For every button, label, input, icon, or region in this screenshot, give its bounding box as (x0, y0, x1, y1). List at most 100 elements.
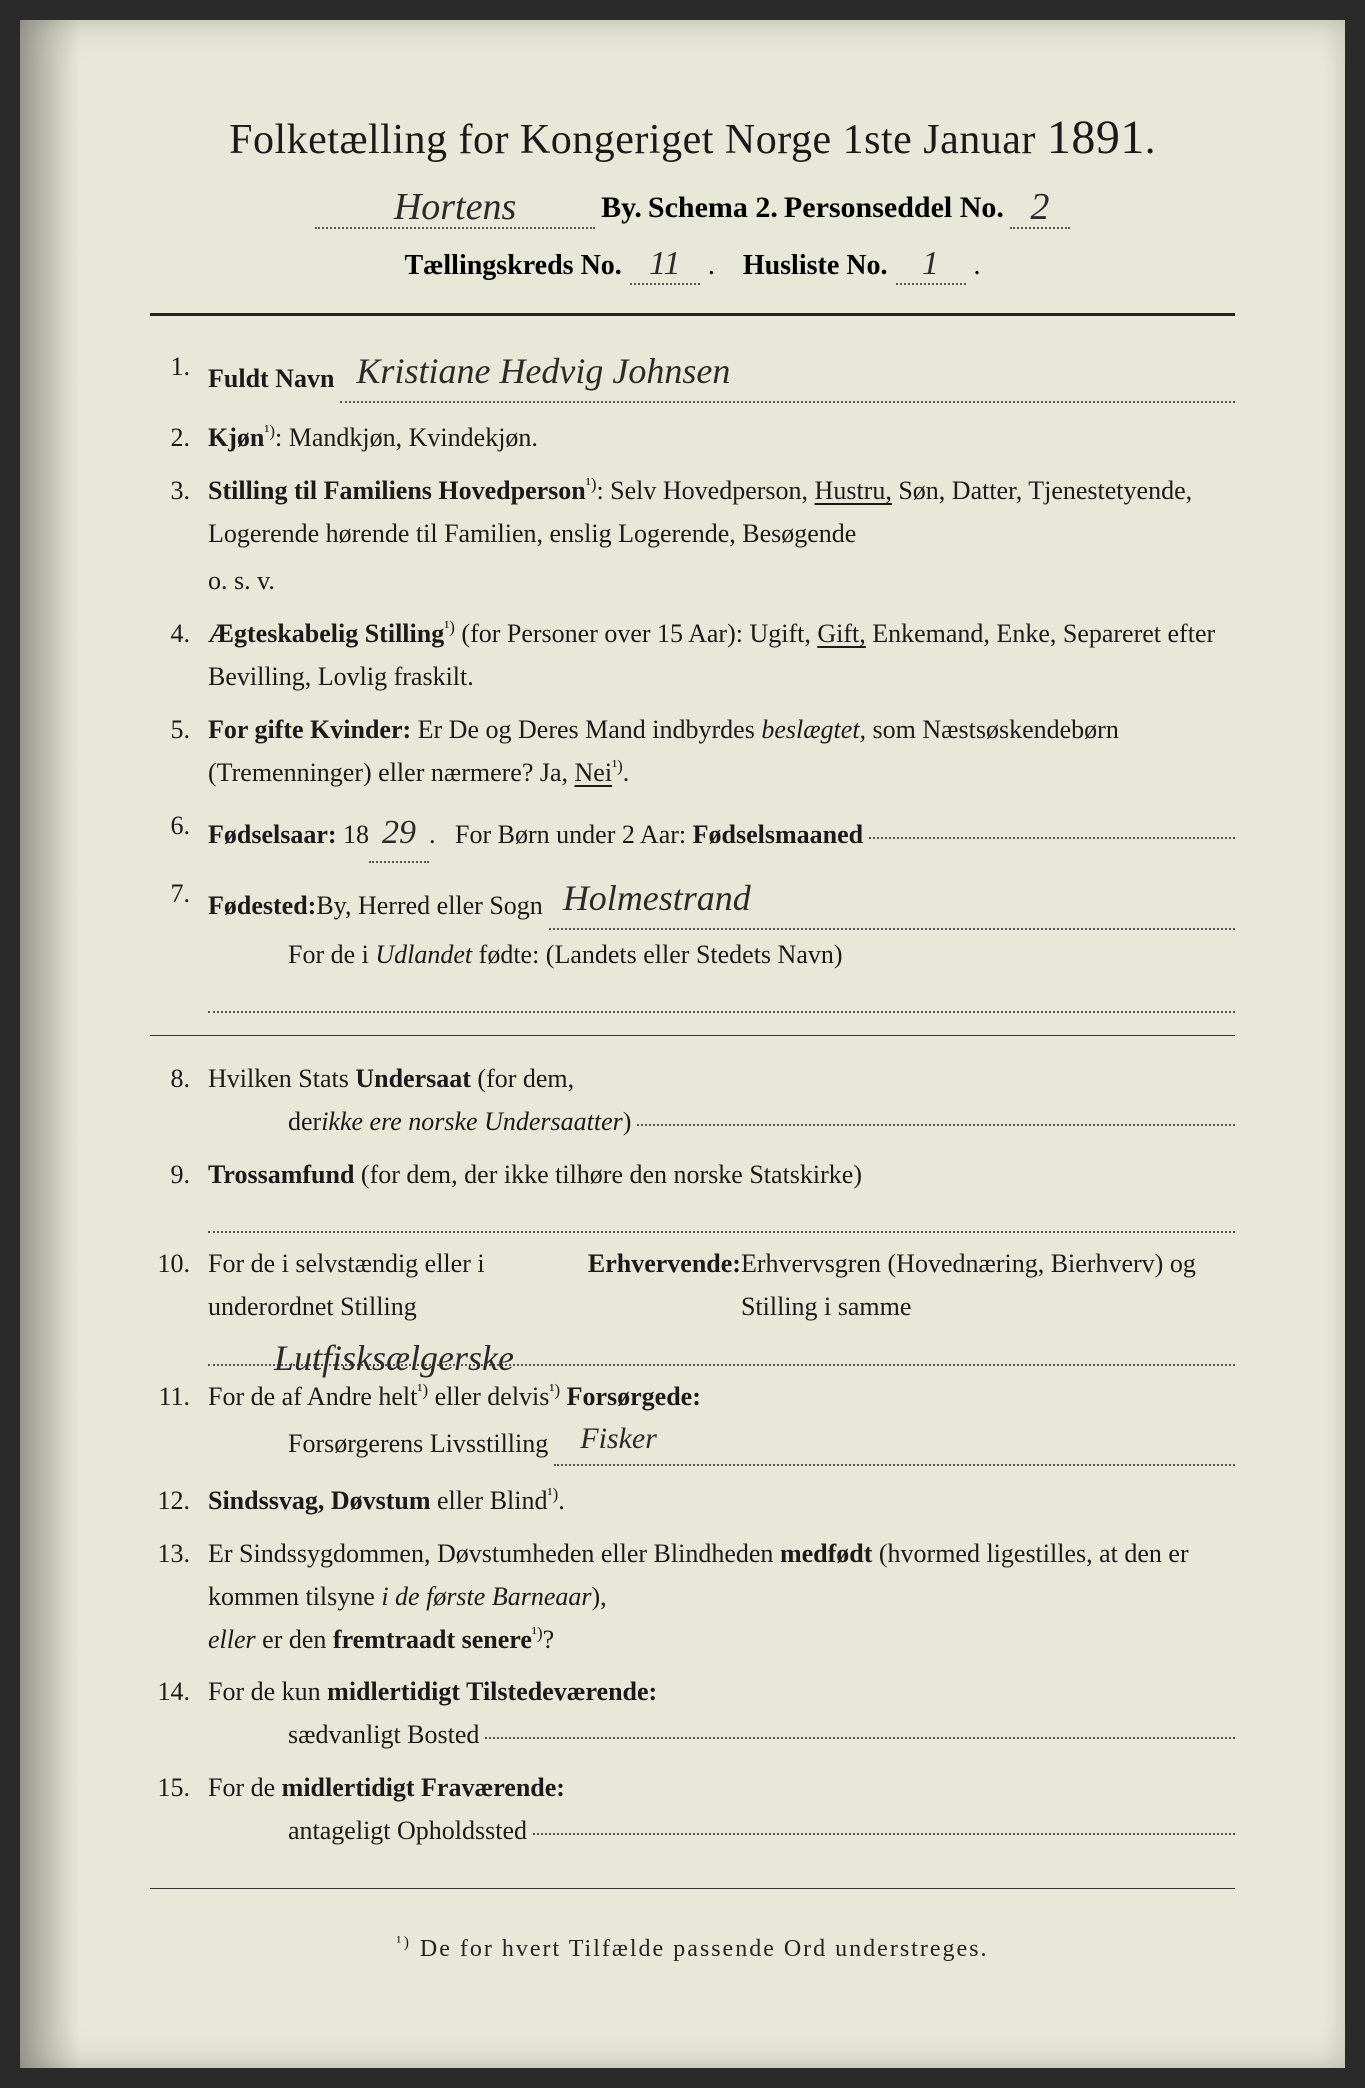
num-6: 6. (150, 805, 208, 863)
num-9: 9. (150, 1154, 208, 1233)
label-trossamfund: Trossamfund (208, 1160, 354, 1189)
text-15a: For de (208, 1773, 282, 1802)
text-11b: eller delvis (428, 1382, 549, 1411)
item-10: 10. For de i selvstændig eller i underor… (150, 1243, 1235, 1365)
item-14: 14. For de kun midlertidigt Tilstedevære… (150, 1671, 1235, 1757)
year-prefix: 18 (343, 814, 369, 857)
divider-mid-1 (150, 1035, 1235, 1036)
text-7a: By, Herred eller Sogn (316, 885, 542, 928)
birthplace-field: Holmestrand (549, 869, 1235, 930)
label-fremtraadt: fremtraadt senere (333, 1625, 532, 1654)
item-6: 6. Fødselsaar: 18 29 . For Børn under 2 … (150, 805, 1235, 863)
text-7c: fødte: (Landets eller Stedets Navn) (472, 940, 842, 969)
num-1: 1. (150, 346, 208, 407)
label-fodested: Fødested: (208, 885, 316, 928)
label-aegteskab: Ægteskabelig Stilling (208, 619, 444, 648)
footnote-text: De for hvert Tilfælde passende Ord under… (420, 1936, 989, 1962)
label-fodselsaar: Fødselsaar: (208, 814, 337, 857)
schema-label: Schema 2. (648, 191, 778, 225)
num-10: 10. (150, 1243, 208, 1365)
personseddel-value: 2 (1030, 186, 1049, 228)
i-forste-barneaar: i de første Barneaar (381, 1582, 591, 1611)
label-kjon: Kjøn (208, 423, 264, 452)
census-form-page: Folketælling for Kongeriget Norge 1ste J… (20, 20, 1345, 2068)
kreds-label: Tællingskreds No. (404, 250, 621, 282)
num-11: 11. (150, 1376, 208, 1470)
num-14: 14. (150, 1671, 208, 1757)
label-fuldt-navn: Fuldt Navn (208, 358, 334, 401)
by-value: Hortens (394, 186, 516, 228)
subtitle-row-1: Hortens By. Schema 2. Personseddel No. 2 (150, 183, 1235, 229)
udlandet: Udlandet (375, 940, 472, 969)
item-5: 5. For gifte Kvinder: Er De og Deres Man… (150, 709, 1235, 795)
gift-underlined: Gift, (817, 619, 865, 648)
divider-top (150, 313, 1235, 316)
text-3c: o. s. v. (208, 560, 1235, 603)
birthyear-field: 29 (369, 805, 429, 863)
by-field: Hortens (315, 183, 595, 229)
text-8d: ) (623, 1101, 632, 1144)
occupation-field: Lutfisksælgerske (208, 1329, 1235, 1365)
undersaat-field (637, 1124, 1235, 1126)
num-3: 3. (150, 470, 208, 603)
husliste-field: 1 (896, 245, 966, 285)
text-10b: Erhvervsgren (Hovednæring, Bierhverv) og… (741, 1243, 1229, 1329)
fullname-value: Kristiane Hedvig Johnsen (350, 351, 736, 391)
label-forsorgede: Forsørgede: (567, 1382, 701, 1411)
text-11c: Forsørgerens Livsstilling (288, 1423, 548, 1466)
header: Folketælling for Kongeriget Norge 1ste J… (150, 110, 1235, 285)
num-13: 13. (150, 1533, 208, 1662)
beslaegtet: beslægtet, (761, 715, 866, 744)
title-year: 1891 (1047, 111, 1145, 164)
text-6b: For Børn under 2 Aar: (455, 814, 686, 857)
subtitle-row-2: Tællingskreds No. 11 . Husliste No. 1 . (150, 245, 1235, 285)
provider-field: Fisker (554, 1414, 1235, 1466)
husliste-value: 1 (922, 245, 939, 282)
label-undersaat: Undersaat (355, 1064, 471, 1093)
divider-bottom (150, 1888, 1235, 1889)
num-12: 12. (150, 1480, 208, 1523)
kreds-value: 11 (649, 245, 680, 282)
item-1: 1. Fuldt Navn Kristiane Hedvig Johnsen (150, 346, 1235, 407)
fullname-field: Kristiane Hedvig Johnsen (340, 342, 1235, 403)
label-erhvervende: Erhvervende: (588, 1243, 741, 1286)
text-8a: Hvilken Stats (208, 1064, 355, 1093)
item-2: 2. Kjøn¹): Mandkjøn, Kvindekjøn. (150, 417, 1235, 460)
by-label: By. (601, 191, 642, 225)
text-14b: sædvanligt Bosted (288, 1714, 479, 1757)
birthyear-value: 29 (382, 814, 416, 851)
num-8: 8. (150, 1058, 208, 1144)
label-tilstedevaerende: midlertidigt Tilstedeværende: (327, 1677, 657, 1706)
title-text: Folketælling for Kongeriget Norge 1ste J… (229, 117, 1036, 163)
label-stilling: Stilling til Familiens Hovedperson (208, 476, 586, 505)
item-8: 8. Hvilken Stats Undersaat (for dem, der… (150, 1058, 1235, 1144)
trossamfund-field (208, 1197, 1235, 1233)
label-fodselsmaaned: Fødselsmaaned (693, 814, 863, 857)
item-7: 7. Fødested: By, Herred eller Sogn Holme… (150, 873, 1235, 1014)
personseddel-label: Personseddel No. (784, 191, 1004, 225)
item-13: 13. Er Sindssygdommen, Døvstumheden elle… (150, 1533, 1235, 1662)
form-items: 1. Fuldt Navn Kristiane Hedvig Johnsen 2… (150, 346, 1235, 1853)
text-5a: Er De og Deres Mand indbyrdes (411, 715, 761, 744)
bosted-field (485, 1737, 1235, 1739)
text-12: eller Blind (431, 1486, 548, 1515)
main-title: Folketælling for Kongeriget Norge 1ste J… (150, 110, 1235, 165)
text-8c: der (288, 1101, 321, 1144)
text-13d: er den (256, 1625, 333, 1654)
footnote-ref: ¹) (264, 422, 275, 441)
opholdssted-field (533, 1833, 1235, 1835)
num-15: 15. (150, 1767, 208, 1853)
text-13c: ), (591, 1582, 606, 1611)
item-9: 9. Trossamfund (for dem, der ikke tilhør… (150, 1154, 1235, 1233)
num-7: 7. (150, 873, 208, 1014)
item-3: 3. Stilling til Familiens Hovedperson¹):… (150, 470, 1235, 603)
text-3a: : Selv Hovedperson, (596, 476, 814, 505)
text-15b: antageligt Opholdssted (288, 1810, 527, 1853)
eller: eller (208, 1625, 256, 1654)
birthplace-value: Holmestrand (557, 878, 757, 918)
text-4a: (for Personer over 15 Aar): Ugift, (455, 619, 817, 648)
birthmonth-field (869, 837, 1235, 839)
num-2: 2. (150, 417, 208, 460)
text-8b: (for dem, (471, 1064, 574, 1093)
num-4: 4. (150, 613, 208, 699)
